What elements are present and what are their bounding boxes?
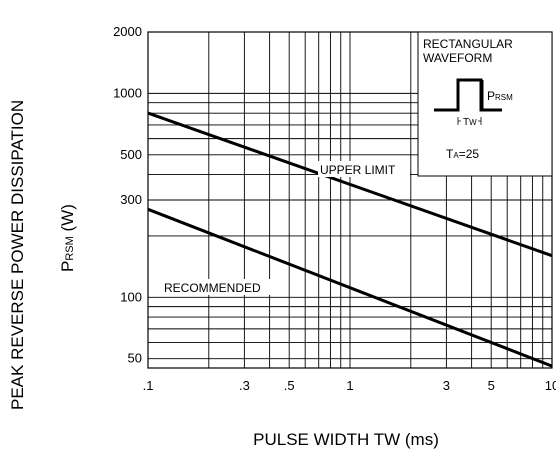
upper-limit-label: UPPER LIMIT <box>320 163 396 177</box>
inset-temperature-label: TA=25 <box>446 147 479 161</box>
recommended-label: RECOMMENDED <box>164 281 261 295</box>
inset-amplitude-label: PRSM <box>487 89 513 103</box>
upper-limit-label-bg <box>318 161 410 177</box>
series-lines <box>147 111 553 368</box>
y-axis-outer-title: PEAK REVERSE POWER DISSIPATION <box>8 100 27 410</box>
x-tick-label: 3 <box>443 378 450 393</box>
x-tick-label: .1 <box>143 378 154 393</box>
y-tick-label: 300 <box>120 192 142 207</box>
inset-background <box>417 31 553 177</box>
x-tick-label: 10 <box>545 378 556 393</box>
rectangular-pulse-icon <box>434 78 502 112</box>
recommended-label-bg <box>162 279 278 295</box>
x-tick-label: 5 <box>488 378 495 393</box>
x-tick-label: .5 <box>284 378 295 393</box>
recommended-line <box>147 207 553 368</box>
y-tick-label: 500 <box>120 147 142 162</box>
inset-title-line2: WAVEFORM <box>423 51 492 65</box>
x-tick-label: 1 <box>346 378 353 393</box>
y-tick-label: 2000 <box>113 24 142 39</box>
x-axis-title: PULSE WIDTH TW (ms) <box>253 430 439 449</box>
waveform-inset: RECTANGULAR WAVEFORM PRSM TW TA=25 <box>417 31 553 177</box>
y-tick-label: 50 <box>128 351 142 366</box>
tick-labels: .1 .3 .5 1 3 5 10 50 100 300 500 1000 2000 <box>113 24 556 393</box>
y-tick-label: 1000 <box>113 85 142 100</box>
y-axis-inner-title: PRSM (W) <box>58 204 77 272</box>
pulse-width-label-bg <box>461 115 478 126</box>
inset-title-line1: RECTANGULAR <box>423 37 513 51</box>
upper-limit-line <box>147 111 553 258</box>
plot-frame <box>147 31 553 369</box>
inset-pulse-width-label: TW <box>463 117 477 128</box>
y-tick-label: 100 <box>120 289 142 304</box>
x-tick-label: .3 <box>239 378 250 393</box>
